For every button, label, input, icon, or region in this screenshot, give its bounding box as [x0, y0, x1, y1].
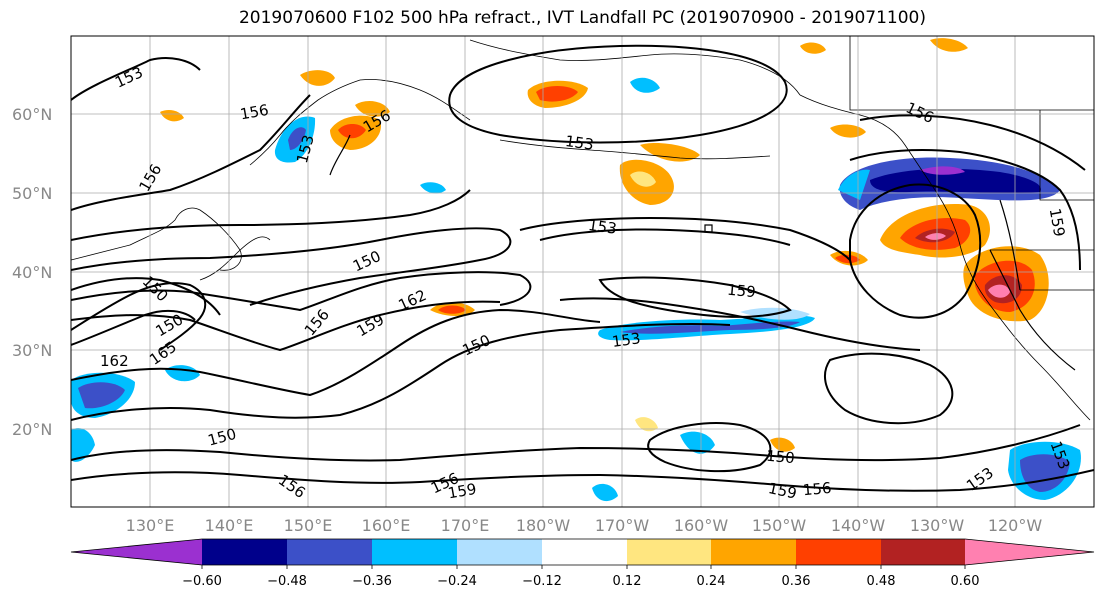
- ivt-shading: [71, 38, 1081, 502]
- colorbar-tick-label: 0.60: [951, 574, 980, 589]
- map-title: 2019070600 F102 500 hPa refract., IVT La…: [238, 8, 926, 28]
- lat-label: 30°N: [12, 341, 52, 360]
- colorbar-tick-label: −0.24: [437, 574, 477, 589]
- longitude-labels: 130°E 140°E 150°E 160°E 170°E 180°W 170°…: [126, 516, 1043, 535]
- lon-label: 140°W: [831, 516, 886, 535]
- lon-label: 130°E: [126, 516, 175, 535]
- plot-area: [71, 36, 1094, 507]
- colorbar-segment: [372, 539, 457, 565]
- latitude-labels: 60°N 50°N 40°N 30°N 20°N: [12, 105, 52, 439]
- lon-label: 170°W: [595, 516, 650, 535]
- colorbar-segment: [457, 539, 542, 565]
- lon-label: 150°W: [752, 516, 807, 535]
- colorbar-segment: [796, 539, 881, 565]
- colorbar-segment: [542, 539, 627, 565]
- lon-label: 140°E: [205, 516, 254, 535]
- contour-label: 162: [100, 352, 129, 370]
- colorbar-segment: [202, 539, 287, 565]
- colorbar-segment: [881, 539, 965, 565]
- colorbar-tick-label: 0.12: [613, 574, 642, 589]
- plot-frame: [70, 35, 1095, 508]
- lat-label: 50°N: [12, 184, 52, 203]
- contour-label: 159: [726, 281, 756, 301]
- lon-label: 160°W: [674, 516, 729, 535]
- colorbar-tick-label: −0.60: [182, 574, 222, 589]
- contour-label: 153: [564, 132, 595, 154]
- colorbar-segment: [965, 539, 1094, 565]
- contour-label: 153: [611, 329, 642, 351]
- lon-label: 150°E: [284, 516, 333, 535]
- contour-label: 159: [446, 480, 477, 503]
- colorbar-segment: [711, 539, 796, 565]
- colorbar: −0.60 −0.48 −0.36 −0.24 −0.12 0.12 0.24 …: [70, 538, 1095, 589]
- lon-label: 160°E: [362, 516, 411, 535]
- lon-label: 180°W: [516, 516, 571, 535]
- colorbar-segment: [71, 539, 202, 565]
- lon-label: 130°W: [910, 516, 965, 535]
- refractivity-contours: [71, 44, 1094, 492]
- lat-label: 20°N: [12, 420, 52, 439]
- colorbar-tick-label: −0.48: [267, 574, 307, 589]
- colorbar-tick-label: 0.48: [867, 574, 896, 589]
- colorbar-tick-label: −0.12: [522, 574, 562, 589]
- contour-label: 150: [765, 447, 795, 467]
- graticule: [71, 36, 1094, 507]
- contour-label: 159: [1046, 207, 1069, 238]
- lon-label: 120°W: [988, 516, 1043, 535]
- lon-label: 170°E: [441, 516, 490, 535]
- contour-label: 153: [587, 216, 618, 238]
- lat-label: 60°N: [12, 105, 52, 124]
- contour-label: 156: [802, 479, 832, 499]
- colorbar-tick-label: 0.36: [782, 574, 811, 589]
- contour-label: 159: [767, 479, 799, 503]
- colorbar-tick-label: 0.24: [697, 574, 726, 589]
- lat-label: 40°N: [12, 263, 52, 282]
- colorbar-segment: [627, 539, 711, 565]
- refractivity-contours-thin: [329, 134, 1076, 371]
- colorbar-tick-label: −0.36: [352, 574, 392, 589]
- contour-label: 156: [239, 101, 270, 124]
- colorbar-segment: [287, 539, 372, 565]
